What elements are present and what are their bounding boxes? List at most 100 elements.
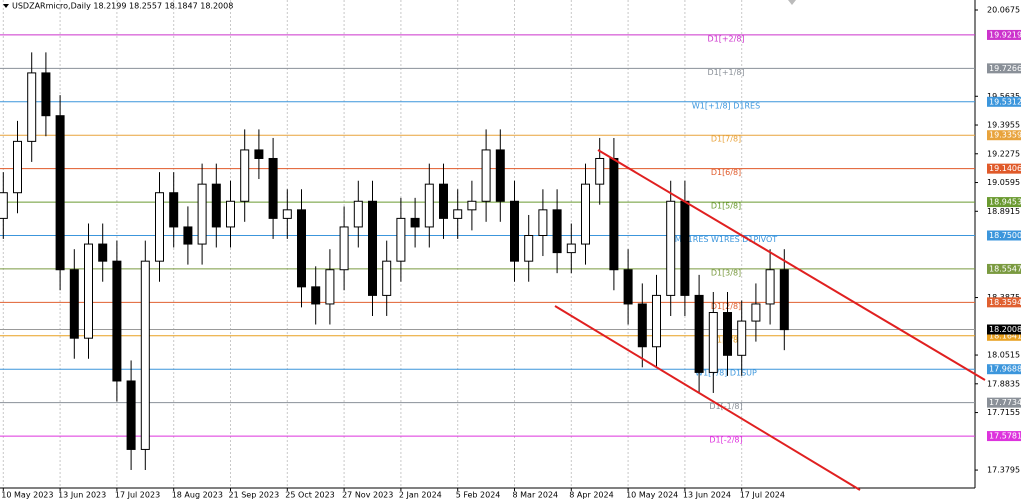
candle-body	[694, 294, 704, 373]
level-name: D1[5/8]	[711, 202, 741, 211]
candle-body	[708, 312, 718, 373]
y-tick-label: 19.2275	[987, 149, 1020, 158]
candle-body	[737, 320, 747, 356]
candle-body	[439, 183, 448, 219]
level-name: MN1RES W1RES D1PIVOT	[675, 235, 778, 244]
candle-body	[226, 200, 235, 228]
x-tick-label: 2 Jan 2024	[399, 491, 442, 500]
level-value-box	[987, 364, 1021, 375]
candle-body	[751, 303, 761, 322]
candle-body	[779, 269, 789, 331]
candle-body	[282, 209, 292, 219]
marker	[788, 0, 796, 5]
candle-body	[140, 260, 150, 450]
level-value: 18.5547	[989, 264, 1022, 273]
y-tick-label: 18.0515	[987, 351, 1020, 360]
level-value-box	[987, 397, 1021, 408]
y-tick-label: 19.5635	[987, 92, 1020, 101]
candle-body	[524, 235, 534, 262]
candle-body	[723, 312, 732, 356]
candle-body	[623, 269, 633, 305]
candle-body	[453, 209, 463, 219]
candle-body	[410, 217, 420, 228]
level-name: D1[-1/8]	[709, 402, 742, 411]
level-value: 17.9688	[989, 365, 1022, 374]
price-box	[987, 324, 1021, 335]
level-name: D1[2/8]	[711, 302, 741, 311]
x-tick-label: 21 Sep 2023	[229, 491, 280, 500]
candle-body	[552, 209, 562, 254]
level-value: 18.9453	[989, 198, 1022, 207]
candle-body	[581, 183, 590, 245]
candle-body	[311, 286, 321, 305]
level-value-box	[987, 330, 1021, 341]
candle-body	[169, 192, 179, 228]
candle-body	[339, 226, 349, 271]
level-name: D1[+2/8]	[707, 34, 744, 43]
level-value: 17.7734	[989, 398, 1022, 407]
x-tick-label: 8 Apr 2024	[569, 491, 613, 500]
y-tick-label: 20.0675	[987, 6, 1020, 15]
y-tick-label: 19.3955	[987, 121, 1020, 130]
candle-body	[510, 200, 519, 262]
x-tick-label: 18 Aug 2023	[172, 491, 223, 500]
y-tick-label: 17.3795	[987, 466, 1020, 475]
level-value-box	[987, 431, 1021, 442]
level-name: D1[+1/8]	[707, 68, 744, 77]
candle-body	[197, 183, 207, 245]
level-value-box	[987, 230, 1021, 241]
candle-body	[254, 149, 264, 159]
x-tick-label: 25 Oct 2023	[285, 491, 334, 500]
x-tick-label: 13 Jun 2023	[58, 491, 106, 500]
channel-upper	[597, 149, 986, 381]
level-name: D1[-2/8]	[709, 436, 742, 445]
x-tick-label: 27 Nov 2023	[342, 491, 393, 500]
levels: D1[+2/8] D1[+1/8] W1[+1/8] D1RES D1[7/8] D1[…	[0, 34, 975, 445]
candle-body	[183, 226, 193, 245]
level-value-box	[987, 63, 1021, 74]
axis: 20.0675 19.5635 19.3955 19.2275 19.0595 18.89…	[1, 6, 1022, 500]
price-label: 18.2008	[989, 325, 1022, 334]
candle-body	[297, 209, 306, 288]
candle-body	[637, 303, 647, 348]
candle-body	[680, 200, 690, 296]
candle-body	[268, 157, 278, 219]
candle-body	[0, 192, 8, 219]
x-tick-label: 13 Jun 2024	[683, 491, 731, 500]
y-tick-label: 19.0595	[987, 178, 1020, 187]
level-value-box	[987, 263, 1021, 274]
x-tick-label: 17 Jul 2024	[740, 491, 785, 500]
level-value: 18.3594	[989, 298, 1022, 307]
candle-body	[353, 200, 363, 228]
level-name: W1[7/8] D1SUP	[695, 369, 757, 378]
candle-body	[325, 269, 335, 305]
menu-triangle	[3, 4, 9, 8]
level-name: W1[+1/8] D1RES	[692, 101, 760, 110]
level-value: 17.5781	[989, 432, 1022, 441]
candle-body	[84, 243, 93, 339]
candle-body	[27, 72, 37, 142]
candle-body	[211, 183, 221, 228]
candle-body	[467, 200, 477, 211]
candle-body	[55, 115, 65, 271]
level-value: 19.7266	[989, 64, 1022, 73]
candle-body	[41, 72, 51, 117]
candle-body	[126, 380, 136, 450]
candle-body	[112, 260, 122, 382]
level-value: 19.5312	[989, 97, 1022, 106]
x-tick-label: 5 Feb 2024	[456, 491, 501, 500]
level-name: D1[3/8]	[711, 268, 741, 277]
y-tick-label: 18.8915	[987, 207, 1020, 216]
candle-body	[566, 243, 576, 254]
candles	[0, 52, 789, 470]
level-name: D1[6/8]	[711, 168, 741, 177]
level-value-box	[987, 197, 1021, 208]
level-value-box	[987, 29, 1021, 40]
candle-body	[382, 260, 392, 296]
x-tick-label: 17 Jul 2023	[115, 491, 160, 500]
candle-body	[424, 183, 434, 228]
x-tick-label: 8 Mar 2024	[513, 491, 559, 500]
level-value-box	[987, 130, 1021, 141]
candle-body	[652, 294, 661, 348]
